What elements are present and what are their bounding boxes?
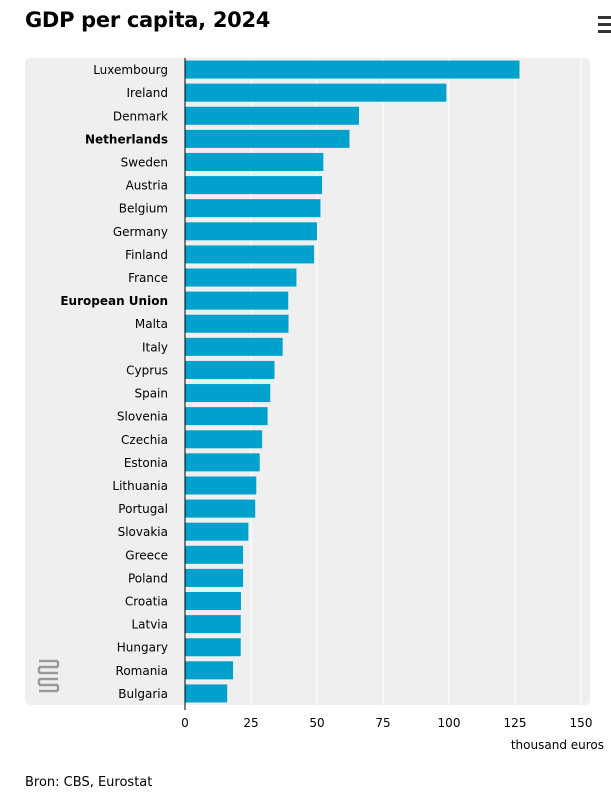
category-label: Latvia: [131, 618, 168, 632]
category-label: Bulgaria: [118, 687, 168, 701]
x-tick-labels: 0 25 50 75 100 125 150: [181, 716, 592, 730]
category-label: France: [128, 271, 168, 285]
bar[interactable]: [185, 476, 257, 495]
category-label: Ireland: [126, 86, 168, 100]
bar[interactable]: [185, 83, 447, 102]
category-label: Austria: [126, 179, 168, 193]
source-note: Bron: CBS, Eurostat: [25, 775, 153, 790]
bar[interactable]: [185, 152, 324, 171]
bar[interactable]: [185, 314, 289, 333]
x-tick-label: 125: [504, 716, 527, 730]
grid-lines: [250, 58, 582, 705]
bar[interactable]: [185, 245, 315, 264]
bar[interactable]: [185, 407, 268, 426]
category-label: Spain: [134, 387, 168, 401]
bar[interactable]: [185, 545, 244, 564]
category-label: Malta: [135, 317, 168, 331]
cbs-logo: [37, 659, 60, 693]
bar[interactable]: [185, 337, 283, 356]
bar[interactable]: [185, 268, 297, 287]
category-label: Germany: [113, 225, 168, 239]
x-tick-label: 100: [438, 716, 461, 730]
bar[interactable]: [185, 222, 317, 241]
bar[interactable]: [185, 384, 271, 403]
x-tick-label: 75: [375, 716, 390, 730]
category-label: Slovakia: [118, 525, 168, 539]
category-labels: Luxembourg Ireland Denmark Netherlands Swede…: [60, 63, 168, 701]
category-label: Italy: [142, 340, 168, 354]
category-label: Estonia: [124, 456, 168, 470]
x-tick-label: 0: [181, 716, 189, 730]
bar[interactable]: [185, 453, 260, 472]
x-axis-title: thousand euros: [511, 738, 604, 752]
bar[interactable]: [185, 684, 228, 703]
hamburger-menu-icon[interactable]: [598, 16, 611, 36]
category-label: Romania: [116, 664, 168, 678]
category-label: Belgium: [119, 202, 168, 216]
category-label: Cyprus: [126, 363, 168, 377]
category-label: Denmark: [113, 109, 168, 123]
category-label: Luxembourg: [93, 63, 168, 77]
category-label: Greece: [125, 548, 168, 562]
bar[interactable]: [185, 592, 241, 611]
bar[interactable]: [185, 499, 256, 518]
x-tick-label: 50: [309, 716, 324, 730]
bar[interactable]: [185, 661, 234, 680]
category-label: Czechia: [121, 433, 168, 447]
bars: [185, 60, 520, 703]
bar[interactable]: [185, 291, 289, 310]
category-label: Hungary: [117, 641, 168, 655]
bar[interactable]: [185, 522, 249, 541]
category-label: Netherlands: [85, 132, 168, 146]
bar[interactable]: [185, 568, 244, 587]
category-label: Croatia: [125, 595, 168, 609]
bar[interactable]: [185, 430, 263, 449]
bar[interactable]: [185, 199, 321, 218]
bar[interactable]: [185, 638, 241, 657]
category-label: Sweden: [121, 155, 168, 169]
bar[interactable]: [185, 176, 323, 195]
bar[interactable]: [185, 129, 350, 148]
x-tick-label: 150: [570, 716, 593, 730]
category-label: Finland: [125, 248, 168, 262]
category-label: Portugal: [118, 502, 168, 516]
category-label: European Union: [60, 294, 168, 308]
chart-title: GDP per capita, 2024: [25, 8, 271, 32]
bar[interactable]: [185, 360, 275, 379]
bar[interactable]: [185, 615, 241, 634]
category-label: Lithuania: [112, 479, 168, 493]
category-label: Poland: [128, 571, 168, 585]
x-tick-label: 25: [243, 716, 258, 730]
category-label: Slovenia: [117, 410, 168, 424]
bar-chart: Luxembourg Ireland Denmark Netherlands Swede…: [25, 58, 604, 752]
bar[interactable]: [185, 60, 520, 79]
bar[interactable]: [185, 106, 359, 125]
